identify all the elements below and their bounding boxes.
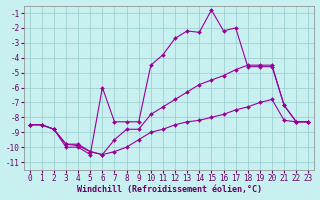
X-axis label: Windchill (Refroidissement éolien,°C): Windchill (Refroidissement éolien,°C)	[76, 185, 261, 194]
